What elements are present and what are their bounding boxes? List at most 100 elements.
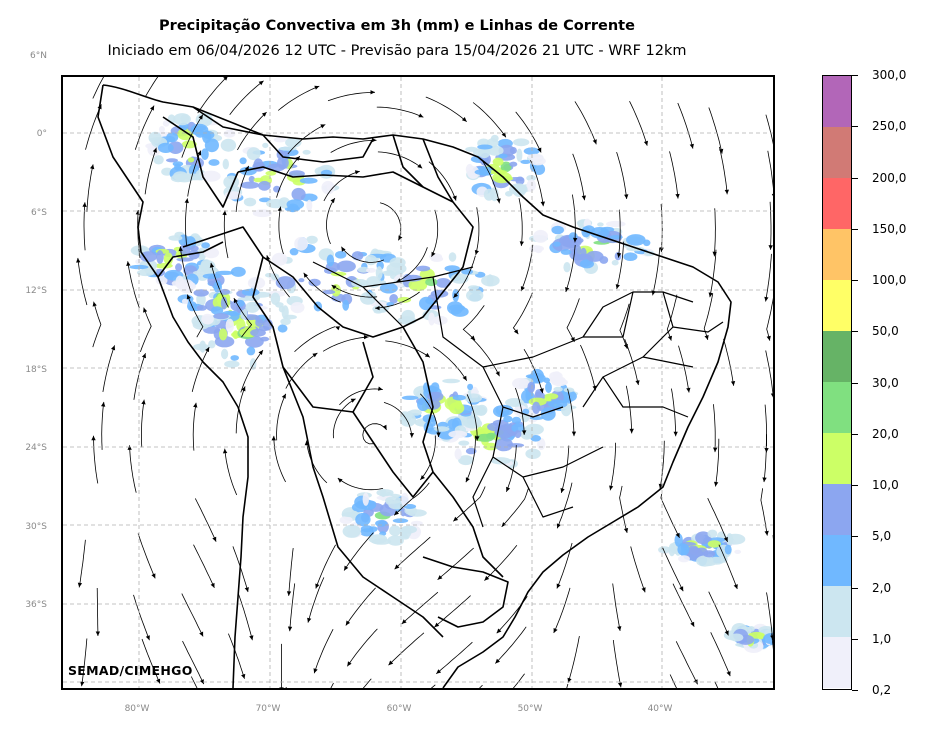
streamline-arrow xyxy=(233,298,238,304)
streamline xyxy=(567,388,575,437)
colorbar-tick xyxy=(852,331,858,333)
streamline-arrow xyxy=(143,307,148,313)
streamline xyxy=(315,544,336,589)
streamlines-layer xyxy=(76,77,773,688)
streamline-arrow xyxy=(495,371,500,377)
streamline-arrow xyxy=(91,435,96,441)
precip-cell xyxy=(500,161,512,173)
streamline xyxy=(92,301,102,348)
precip-cell xyxy=(416,265,431,272)
precip-cell xyxy=(166,132,179,143)
streamline-arrow xyxy=(675,193,680,199)
streamline xyxy=(133,594,150,641)
streamline xyxy=(767,150,773,189)
streamline xyxy=(127,261,140,308)
streamline xyxy=(556,482,573,529)
streamline-arrow xyxy=(95,631,100,636)
precip-cell xyxy=(674,533,683,547)
streamline xyxy=(669,674,677,688)
border-argentina xyxy=(282,366,444,638)
streamline-arrow xyxy=(452,195,457,201)
streamline-arrow xyxy=(199,631,204,637)
colorbar-label: 10,0 xyxy=(872,478,899,492)
streamline xyxy=(240,349,264,393)
streamline-arrow xyxy=(762,477,767,483)
streamline-arrow xyxy=(424,352,430,358)
streamline xyxy=(233,297,253,338)
streamline xyxy=(419,435,436,481)
precip-cell xyxy=(527,381,535,393)
precip-cell xyxy=(173,113,191,126)
streamline xyxy=(709,249,717,298)
streamline-arrow xyxy=(771,193,773,197)
streamline-arrow xyxy=(345,620,351,626)
streamline xyxy=(475,207,480,255)
streamline xyxy=(574,101,597,145)
precip-cell xyxy=(532,401,541,414)
streamline-arrow xyxy=(394,510,399,516)
lon-label: 40°W xyxy=(647,704,673,714)
precip-cell xyxy=(401,395,419,400)
precip-cell xyxy=(419,296,434,311)
precip-cell xyxy=(435,278,451,288)
streamline-arrow xyxy=(556,523,561,529)
colorbar-bin xyxy=(823,433,851,484)
precip-cell xyxy=(181,298,189,305)
streamline xyxy=(294,326,336,352)
streamline xyxy=(133,353,146,400)
precip-cell xyxy=(258,180,271,191)
streamline xyxy=(287,124,326,155)
streamline xyxy=(765,253,772,302)
precip-cell xyxy=(475,433,495,442)
streamline xyxy=(266,255,290,298)
streamline xyxy=(228,633,245,679)
streamline-arrow xyxy=(409,433,415,438)
precip-cell xyxy=(288,170,305,178)
streamline xyxy=(179,246,192,294)
colorbar-bin xyxy=(823,229,851,280)
streamline xyxy=(197,77,228,114)
streamline xyxy=(713,208,716,257)
precip-cell xyxy=(467,383,474,391)
streamline-arrow xyxy=(141,353,146,359)
streamline xyxy=(96,587,99,636)
precip-cell xyxy=(465,447,477,455)
streamline-arrow xyxy=(101,401,106,407)
precip-cell xyxy=(218,328,228,341)
precip-cell xyxy=(289,248,299,256)
streamline-arrow xyxy=(651,290,656,296)
streamline-arrow xyxy=(313,668,318,674)
streamline xyxy=(313,629,334,674)
streamline-arrow xyxy=(643,140,648,146)
streamline xyxy=(401,591,439,625)
precip-cell xyxy=(400,492,409,507)
precip-cell xyxy=(492,157,504,166)
precip-cell xyxy=(157,142,174,153)
precip-cell xyxy=(385,496,402,504)
precip-cell xyxy=(239,157,247,165)
streamline-arrow xyxy=(249,635,254,641)
precip-cell xyxy=(425,278,438,287)
precip-cell xyxy=(223,129,236,138)
precip-cell xyxy=(241,288,260,296)
streamline-arrow xyxy=(679,586,684,592)
precip-cell xyxy=(465,146,478,152)
streamline xyxy=(428,161,457,201)
streamline xyxy=(181,593,204,637)
precip-cell xyxy=(687,545,699,555)
precip-cell xyxy=(178,279,195,294)
precip-cell xyxy=(298,278,305,283)
colorbar-tick xyxy=(852,587,858,589)
streamline-arrow xyxy=(624,194,629,199)
streamline-arrow xyxy=(330,198,335,204)
streamline-arrow xyxy=(461,117,467,122)
precip-cell xyxy=(454,448,462,460)
streamline-arrow xyxy=(571,431,577,437)
precip-cell xyxy=(724,544,732,555)
streamline xyxy=(223,210,229,259)
streamline xyxy=(273,435,286,483)
streamline xyxy=(479,684,483,688)
streamline xyxy=(86,164,94,212)
streamline-arrow xyxy=(434,622,440,628)
precip-cell xyxy=(553,386,563,392)
